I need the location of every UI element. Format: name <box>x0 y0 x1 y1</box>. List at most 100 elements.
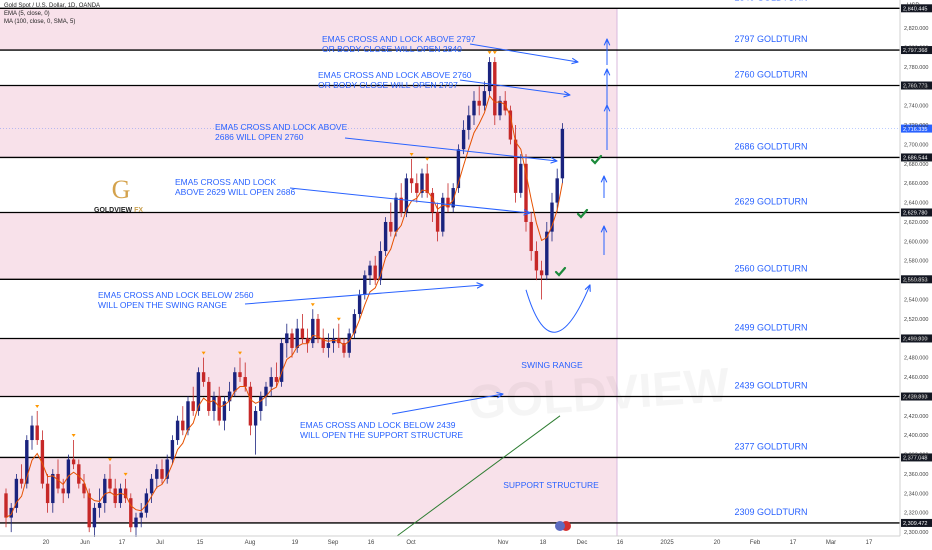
logo-glyph: G <box>112 176 131 204</box>
candle-body <box>561 129 564 178</box>
candle-body <box>358 295 361 314</box>
x-tick-label: 15 <box>197 540 204 546</box>
swing-high-marker <box>72 434 76 437</box>
swing-high-marker <box>311 303 315 306</box>
goldturn-level-label: 2309 GOLDTURN <box>734 507 807 517</box>
y-tick-label: 2,520.000 <box>904 317 928 323</box>
y-tick-label: 2,400.000 <box>904 433 928 439</box>
candle-body <box>176 421 179 440</box>
y-tick-label: 2,640.000 <box>904 201 928 207</box>
y-tick-label: 2,340.000 <box>904 491 928 497</box>
annotation-text: EMA5 CROSS AND LOCK BELOW 2560 <box>98 290 254 300</box>
goldturn-level-label: 2760 GOLDTURN <box>734 70 807 80</box>
candle-body <box>493 62 496 115</box>
level-price-label: 2,309.472 <box>903 521 927 527</box>
y-tick-label: 2,360.000 <box>904 472 928 478</box>
candle-body <box>155 469 158 479</box>
economic-event-icon <box>555 521 565 531</box>
x-tick-label: 2025 <box>660 540 674 546</box>
ma-legend[interactable]: MA (100, close, 0, SMA, 5) <box>4 19 75 26</box>
x-tick-label: Mar <box>826 540 836 546</box>
y-tick-label: 2,540.000 <box>904 298 928 304</box>
candle-body <box>462 130 465 149</box>
candle-body <box>540 270 543 275</box>
x-tick-label: 17 <box>866 540 873 546</box>
y-tick-label: 2,660.000 <box>904 181 928 187</box>
annotation-text: SUPPORT STRUCTURE <box>503 480 599 490</box>
y-tick-label: 2,320.000 <box>904 511 928 517</box>
x-tick-label: 17 <box>119 540 126 546</box>
candle-body <box>212 396 215 411</box>
ema-legend[interactable]: EMA (5, close, 0) <box>4 11 50 18</box>
candle-body <box>519 164 522 193</box>
annotation-text: ABOVE 2629 WILL OPEN 2686 <box>175 187 295 197</box>
candle-body <box>192 401 195 411</box>
candle-body <box>62 489 65 494</box>
y-tick-label: 2,480.000 <box>904 356 928 362</box>
candle-body <box>394 198 397 232</box>
annotation-text: EMA5 CROSS AND LOCK <box>175 177 276 187</box>
y-tick-label: 2,580.000 <box>904 259 928 265</box>
candle-body <box>207 382 210 411</box>
goldturn-level-label: 2840 GOLDTURN <box>734 0 807 2</box>
swing-high-marker <box>425 158 429 161</box>
y-tick-label: 2,560.000 <box>904 278 928 284</box>
candle-body <box>202 372 205 382</box>
candle-body <box>46 484 49 503</box>
y-tick-label: 2,700.000 <box>904 142 928 148</box>
x-tick-label: 16 <box>368 540 375 546</box>
candle-body <box>119 489 122 504</box>
candle-body <box>550 203 553 232</box>
candle-body <box>478 101 481 106</box>
candle-body <box>436 212 439 231</box>
annotation-text: WILL OPEN THE SWING RANGE <box>98 300 227 310</box>
goldturn-level-label: 2499 GOLDTURN <box>734 322 807 332</box>
goldturn-level-label: 2686 GOLDTURN <box>734 141 807 151</box>
y-tick-label: 2,460.000 <box>904 375 928 381</box>
candle-body <box>514 140 517 193</box>
candle-body <box>36 426 39 441</box>
candle-body <box>93 508 96 527</box>
x-tick-label: 19 <box>292 540 299 546</box>
candle-body <box>285 333 288 343</box>
x-tick-label: Feb <box>750 540 761 546</box>
candle-body <box>275 377 278 382</box>
x-tick-label: 17 <box>790 540 797 546</box>
candle-body <box>30 426 33 441</box>
candle-body <box>327 343 330 348</box>
candle-body <box>363 275 366 294</box>
candle-body <box>108 479 111 489</box>
candle-body <box>467 115 470 130</box>
candle-body <box>384 222 387 251</box>
candle-body <box>426 173 429 192</box>
goldturn-level-label: 2797 GOLDTURN <box>734 34 807 44</box>
x-tick-label: 16 <box>617 540 624 546</box>
candle-body <box>410 178 413 183</box>
candle-body <box>530 222 533 251</box>
annotation-text: 2686 WILL OPEN 2760 <box>215 132 304 142</box>
candle-body <box>72 459 75 464</box>
candle-body <box>368 266 371 276</box>
x-tick-label: Sep <box>328 540 339 546</box>
y-tick-label: 2,720.000 <box>904 123 928 129</box>
candle-body <box>415 183 418 193</box>
candle-body <box>98 503 101 508</box>
candle-body <box>249 387 252 426</box>
y-tick-label: 2,300.000 <box>904 530 928 536</box>
y-tick-label: 2,760.000 <box>904 84 928 90</box>
candle-body <box>4 493 7 517</box>
logo-suffix: FX <box>134 207 143 214</box>
annotation-text: EMA5 CROSS AND LOCK ABOVE 2760 <box>318 70 472 80</box>
candle-body <box>181 421 184 431</box>
pink-zone <box>0 212 617 279</box>
candle-body <box>270 377 273 387</box>
y-tick-label: 2,680.000 <box>904 162 928 168</box>
candle-body <box>348 333 351 352</box>
candle-body <box>186 401 189 430</box>
candle-body <box>311 319 314 343</box>
swing-high-marker <box>337 318 341 321</box>
swing-range-arc <box>526 285 590 332</box>
candle-body <box>488 62 491 91</box>
